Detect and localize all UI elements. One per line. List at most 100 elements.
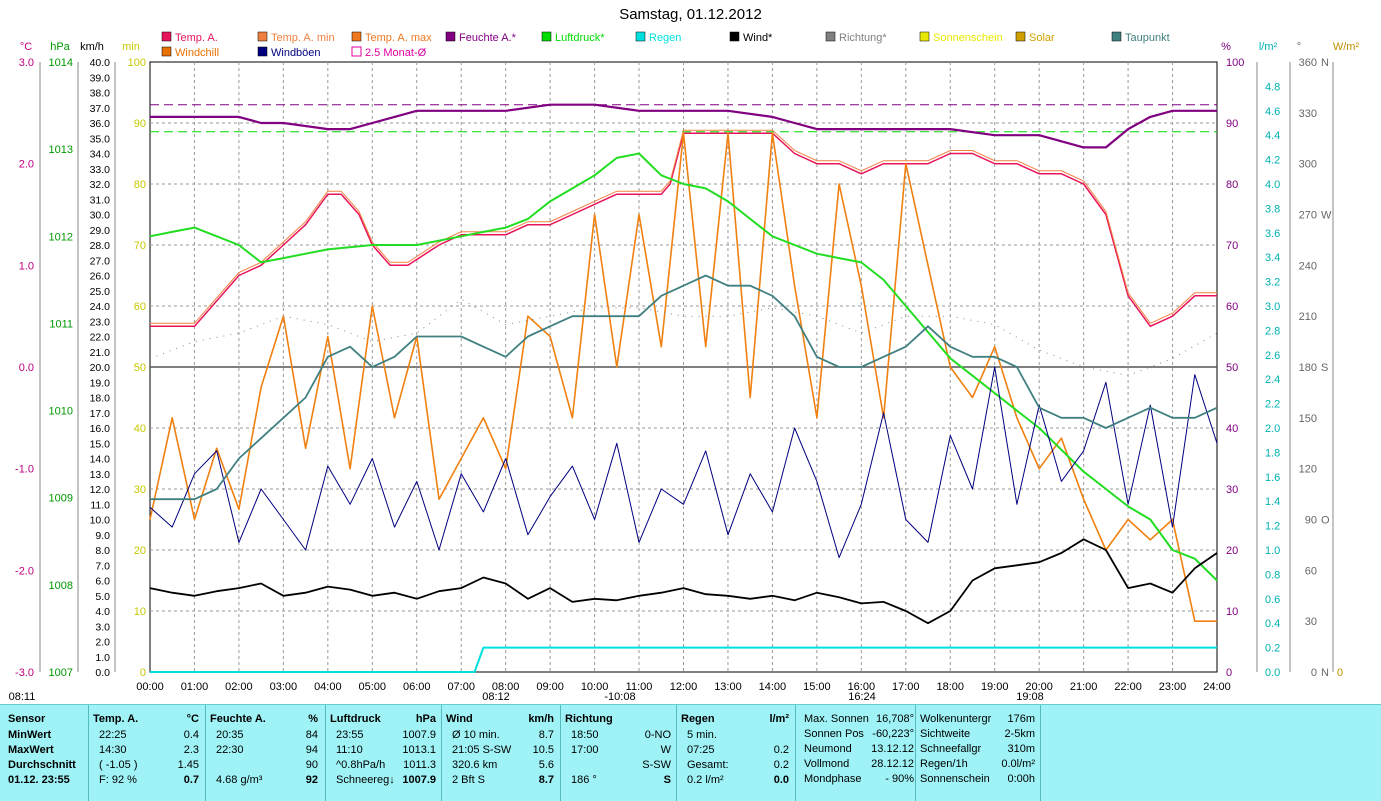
kmh-tick: 31.0	[90, 194, 111, 206]
richtung-value: W	[660, 744, 671, 756]
sensor-row-label: MinWert	[8, 729, 52, 741]
hpa-tick: 1009	[49, 493, 73, 505]
wolke-label: Sichtweite	[920, 728, 971, 740]
lm2-tick: 0.0	[1265, 667, 1280, 679]
feuchte-value: 84	[305, 729, 318, 741]
hour-tick: 21:00	[1070, 681, 1098, 693]
kmh-tick: 39.0	[90, 72, 111, 84]
richtung-label: 186 °	[571, 774, 597, 786]
hour-tick: 16:00	[848, 681, 876, 693]
kmh-tick: 17.0	[90, 408, 111, 420]
hour-tick: 02:00	[225, 681, 253, 693]
legend-label: Feuchte A.*	[459, 32, 517, 44]
lm2-tick: 0.8	[1265, 569, 1280, 581]
panel-divider	[676, 705, 677, 801]
kmh-tick: 38.0	[90, 88, 111, 100]
druck-label: 23:55	[336, 729, 364, 741]
deg-tick: 360	[1299, 57, 1317, 69]
sonne-value: 28.12.12	[871, 758, 914, 770]
druck-value: 1007.9	[402, 774, 436, 786]
hour-tick: 05:00	[359, 681, 387, 693]
deg-tick: 330	[1299, 108, 1317, 120]
lm2-tick: 4.4	[1265, 130, 1280, 142]
temp-header: Temp. A.	[93, 713, 139, 725]
pct-tick: 60	[1226, 301, 1238, 313]
lm2-tick: 0.2	[1265, 643, 1280, 655]
wolke-label: Sonnenschein	[920, 773, 990, 785]
regen-label: 5 min.	[687, 729, 717, 741]
wolke-value: 0.0l/m²	[1001, 758, 1035, 770]
wind-value: 8.7	[538, 729, 554, 741]
lm2-tick: 4.0	[1265, 179, 1280, 191]
hour-tick: 12:00	[670, 681, 698, 693]
kmh-tick: 5.0	[95, 591, 110, 603]
hpa-tick: 1011	[49, 318, 73, 330]
kmh-tick: 26.0	[90, 271, 111, 283]
temp-tick: 0.0	[19, 362, 34, 374]
series-taupunkt	[150, 274, 1218, 501]
min-tick: 50	[134, 362, 146, 374]
wind-unit: km/h	[528, 713, 554, 725]
series-luftdruck	[149, 152, 1218, 582]
pct-tick: 80	[1226, 179, 1238, 191]
panel-divider	[915, 705, 916, 801]
kmh-tick: 6.0	[95, 576, 110, 588]
temp-label: ( -1.05 )	[99, 759, 138, 771]
lm2-tick: 0.4	[1265, 618, 1280, 630]
hpa-tick: 1013	[49, 144, 73, 156]
deg-tick: 150	[1299, 413, 1317, 425]
hour-tick: 01:00	[181, 681, 209, 693]
wind-label: 2 Bft S	[452, 774, 486, 786]
hour-tick: 10:00	[581, 681, 609, 693]
legend-label: Temp. A. min	[271, 32, 335, 44]
hour-tick: 24:00	[1203, 681, 1231, 693]
sonne-label: Vollmond	[804, 758, 850, 770]
legend-label: 2.5 Monat-Ø	[365, 47, 427, 59]
kmh-tick: 8.0	[95, 545, 110, 557]
panel-divider	[795, 705, 796, 801]
dir-label: O	[1321, 515, 1330, 527]
wolke-label: Regen/1h	[920, 758, 968, 770]
pct-tick: 50	[1226, 362, 1238, 374]
kmh-tick: 3.0	[95, 621, 110, 633]
temp-value: 0.4	[183, 729, 199, 741]
hour-tick: 15:00	[803, 681, 831, 693]
sun-event-label: 08:12	[482, 691, 510, 703]
legend-swatch	[257, 46, 268, 57]
wolke-label: Wolkenuntergr	[920, 713, 992, 725]
pct-tick: 20	[1226, 545, 1238, 557]
regen-header: Regen	[681, 713, 715, 725]
hour-tick: 04:00	[314, 681, 342, 693]
temp-tick: 1.0	[19, 260, 34, 272]
legend-swatch	[1015, 31, 1026, 42]
kmh-tick: 37.0	[90, 103, 111, 115]
wolke-value: 0:00h	[1007, 773, 1035, 785]
kmh-tick: 22.0	[90, 332, 111, 344]
sonne-label: Mondphase	[804, 773, 862, 785]
feuchte-header: Feuchte A.	[210, 713, 266, 725]
legend-swatch	[161, 31, 172, 42]
hpa-tick: 1010	[49, 406, 73, 418]
pct-tick: 0	[1226, 667, 1232, 679]
kmh-tick: 25.0	[90, 286, 111, 298]
wind-value: 8.7	[538, 774, 554, 786]
kmh-tick: 15.0	[90, 438, 111, 450]
min-tick: 20	[134, 545, 146, 557]
regen-label: 0.2 l/m²	[687, 774, 724, 786]
feuchte-label: 22:30	[216, 744, 244, 756]
deg-unit-label: °	[1297, 41, 1301, 53]
kmh-tick: 35.0	[90, 133, 111, 145]
wind-value: 10.5	[532, 744, 554, 756]
lm2-tick: 1.4	[1265, 496, 1280, 508]
legend-swatch	[1111, 31, 1122, 42]
hpa-tick: 1008	[49, 580, 73, 592]
kmh-tick: 11.0	[90, 499, 110, 511]
hpa-tick: 1014	[49, 57, 73, 69]
lm2-tick: 3.4	[1265, 252, 1280, 264]
deg-tick: 180	[1299, 362, 1317, 374]
sensor-header: Sensor	[8, 713, 46, 725]
kmh-tick: 14.0	[90, 454, 111, 466]
feuchte-value: 90	[305, 759, 318, 771]
lm2-tick: 1.6	[1265, 472, 1280, 484]
pct-tick: 70	[1226, 240, 1238, 252]
